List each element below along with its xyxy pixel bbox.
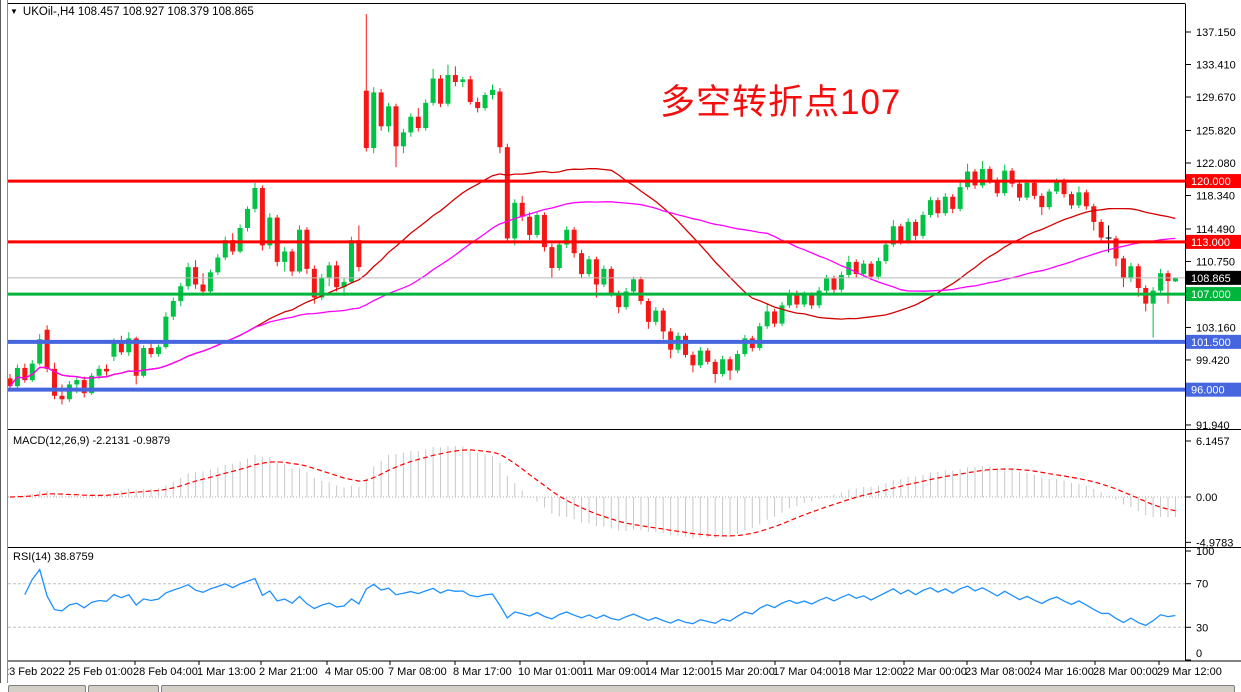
svg-text:113.000: 113.000 xyxy=(1191,237,1230,249)
time-tick-label: 11 Mar 09:00 xyxy=(582,666,646,678)
hline-price-badge: 101.500 xyxy=(1186,334,1241,349)
time-tick-label: 23 Mar 08:00 xyxy=(965,666,1030,678)
rsi-line xyxy=(24,568,1176,627)
time-tick-label: 4 Mar 05:00 xyxy=(325,666,384,678)
price-tick-label: 133.410 xyxy=(1196,60,1236,72)
symbol-info-line: ▼ UKOil-,H4 108.457 108.927 108.379 108.8… xyxy=(10,6,254,18)
time-tick-label: 1 Mar 13:00 xyxy=(197,666,256,678)
symbol-timeframe-label: UKOil-,H4 xyxy=(22,6,75,18)
chart-tab[interactable] xyxy=(161,685,1235,692)
macd-signal-line xyxy=(9,449,1176,537)
window-left-border xyxy=(0,0,8,683)
macd-panel: 6.1457 0.00 -4.9783 xyxy=(8,436,1233,549)
hline-price-badge: 113.000 xyxy=(1186,234,1241,249)
chart-tab-bar xyxy=(0,684,1241,692)
time-tick-label: 28 Feb 04:00 xyxy=(133,666,198,678)
chart-annotation-text: 多空转折点107 xyxy=(660,83,902,122)
svg-text:101.500: 101.500 xyxy=(1191,337,1231,349)
rsi-tick-label: 70 xyxy=(1196,579,1208,591)
time-tick-label: 2 Mar 21:00 xyxy=(259,666,318,678)
current-price-badge: 108.865 xyxy=(1186,270,1241,285)
svg-text:96.000: 96.000 xyxy=(1191,385,1225,397)
time-tick-label: 22 Mar 00:00 xyxy=(902,666,967,678)
price-tick-label: 110.750 xyxy=(1196,256,1235,268)
price-tick-label: 125.820 xyxy=(1196,125,1236,137)
chevron-down-icon[interactable]: ▼ xyxy=(10,7,18,16)
svg-text:120.000: 120.000 xyxy=(1191,176,1231,188)
macd-tick-label: 6.1457 xyxy=(1196,436,1230,448)
time-tick-label: 7 Mar 08:00 xyxy=(388,666,447,678)
price-tick-label: 99.420 xyxy=(1196,355,1230,367)
price-panel[interactable] xyxy=(8,14,1186,405)
price-tick-label: 114.490 xyxy=(1196,224,1235,236)
time-tick-label: 25 Feb 01:00 xyxy=(68,666,133,678)
svg-text:108.865: 108.865 xyxy=(1191,273,1231,285)
chart-tab[interactable] xyxy=(88,685,159,692)
time-tick-label: 18 Mar 12:00 xyxy=(838,666,903,678)
rsi-tick-label: 0 xyxy=(1196,648,1202,660)
time-tick-label: 17 Mar 04:00 xyxy=(773,666,838,678)
rsi-tick-label: 100 xyxy=(1196,546,1214,558)
ma-slow-line xyxy=(9,201,1176,387)
hline-price-badge: 96.000 xyxy=(1186,382,1241,397)
macd-tick-label: -4.9783 xyxy=(1196,537,1233,549)
panel-frames xyxy=(8,3,1241,662)
macd-tick-label: 0.00 xyxy=(1196,492,1217,504)
time-tick-label: 29 Mar 12:00 xyxy=(1157,666,1222,678)
time-tick-label: 24 Mar 16:00 xyxy=(1029,666,1094,678)
price-tick-label: 137.150 xyxy=(1196,27,1236,39)
time-tick-label: 23 Feb 2022 xyxy=(3,666,65,678)
svg-text:107.000: 107.000 xyxy=(1191,289,1231,301)
hline-price-badge: 107.000 xyxy=(1186,287,1241,302)
time-tick-label: 14 Mar 12:00 xyxy=(645,666,710,678)
time-tick-label: 28 Mar 00:00 xyxy=(1093,666,1158,678)
chart-tab[interactable] xyxy=(8,685,86,692)
price-tick-label: 103.160 xyxy=(1196,322,1236,334)
candlestick-series xyxy=(8,14,1178,405)
price-tick-label: 129.670 xyxy=(1196,92,1236,104)
time-tick-label: 15 Mar 20:00 xyxy=(710,666,775,678)
time-tick-label: 8 Mar 17:00 xyxy=(453,666,512,678)
ohlc-readout: 108.457 108.927 108.379 108.865 xyxy=(77,6,254,18)
price-tick-label: 91.940 xyxy=(1196,420,1230,432)
time-axis: 23 Feb 2022 25 Feb 01:00 28 Feb 04:00 1 Mar… xyxy=(3,661,1222,678)
time-tick-label: 10 Mar 01:00 xyxy=(518,666,583,678)
rsi-panel: 100 70 30 0 xyxy=(8,546,1214,661)
rsi-indicator-label: RSI(14) 38.8759 xyxy=(13,551,94,563)
price-tick-label: 118.340 xyxy=(1196,190,1235,202)
hline-price-badge: 120.000 xyxy=(1186,174,1241,189)
macd-indicator-label: MACD(12,26,9) -2.2131 -0.9879 xyxy=(13,435,171,447)
price-tick-label: 122.080 xyxy=(1196,158,1236,170)
rsi-tick-label: 30 xyxy=(1196,622,1208,634)
price-axis: 137.150 133.410 129.670 125.820 122.080 118.3… xyxy=(1185,27,1241,432)
